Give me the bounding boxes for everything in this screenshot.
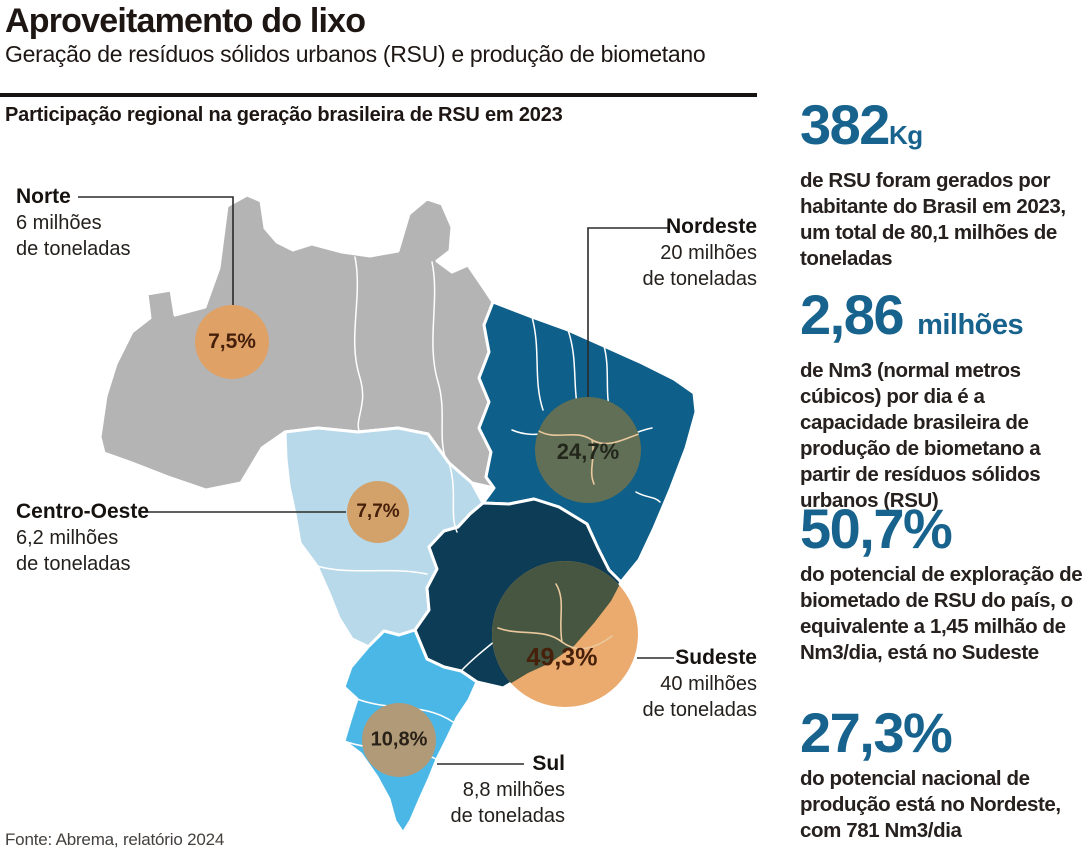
fact-value: 382 [800,93,890,156]
divider-rule [0,93,757,97]
bubble-sudeste-label: 49,3% [526,643,598,672]
bubble-nordeste-label: 24,7% [556,439,620,464]
callout-norte: Norte 6 milhões de toneladas [16,184,131,262]
callout-sul-value: 8,8 milhões [462,779,565,801]
callout-sudeste-unit: de toneladas [642,699,757,721]
callout-nordeste-unit: de toneladas [642,268,757,290]
map-section-title: Participação regional na geração brasile… [5,104,563,126]
callout-norte-name: Norte [16,185,71,208]
page-subtitle: Geração de resíduos sólidos urbanos (RSU… [5,41,706,67]
callout-sudeste-value: 40 milhões [660,673,757,695]
callout-sudeste: Sudeste 40 milhões de toneladas [580,645,757,723]
state-borders-on-bubbles [497,429,641,650]
bubble-sul [362,703,436,777]
bubble-sul-label: 10,8% [370,728,428,751]
page-title: Aproveitamento do lixo [5,2,366,40]
fact-value: 2,86 [800,283,905,346]
bubble-nordeste [535,397,641,503]
fact-nordeste-potential: 27,3% do potencial nacional de produção … [800,705,1092,844]
callout-sudeste-name: Sudeste [675,646,757,669]
fact-rsu-per-capita: 382Kg de RSU foram gerados por habitante… [800,97,1092,272]
fact-biomethane-capacity-number: 2,86 milhões [800,287,1092,352]
leader-line-nordeste [587,227,670,397]
fact-sudeste-potential-text: do potencial de exploração de biometado … [800,563,1083,664]
bubble-sudeste-overlays [492,561,638,688]
callout-sul-unit: de toneladas [450,805,565,827]
fact-rsu-per-capita-text: de RSU foram gerados por habitante do Br… [800,169,1066,270]
fact-biomethane-capacity-text: de Nm3 (normal metros cúbicos) por dia é… [800,359,1041,512]
callout-sul-name: Sul [532,752,565,775]
callout-centro-oeste-value: 6,2 milhões [16,527,119,549]
bubble-centro-oeste [347,481,409,543]
callout-nordeste-value: 20 milhões [660,242,757,264]
source-note: Fonte: Abrema, relatório 2024 [5,830,225,849]
callout-norte-value: 6 milhões [16,212,102,234]
fact-unit: milhões [917,309,1024,341]
callout-centro-oeste-unit: de toneladas [16,553,131,575]
fact-biomethane-capacity: 2,86 milhões de Nm3 (normal metros cúbic… [800,287,1092,514]
callout-centro-oeste-name: Centro-Oeste [16,500,150,523]
leader-lines [78,196,674,765]
callout-sul: Sul 8,8 milhões de toneladas [400,751,565,829]
callout-centro-oeste: Centro-Oeste 6,2 milhões de toneladas [16,499,149,577]
fact-nordeste-potential-number: 27,3% [800,705,1092,761]
bubble-norte-label: 7,5% [208,330,256,353]
callout-nordeste: Nordeste 20 milhões de toneladas [560,214,757,292]
fact-nordeste-potential-text: do potencial nacional de produção está n… [800,767,1061,842]
fact-value: 50,7% [800,497,953,560]
fact-unit: Kg [888,120,923,150]
bubble-norte [195,305,269,379]
callout-norte-unit: de toneladas [16,238,131,260]
bubble-centro-oeste-label: 7,7% [356,501,400,522]
fact-sudeste-potential: 50,7% do potencial de exploração de biom… [800,501,1092,666]
fact-value: 27,3% [800,701,953,764]
fact-sudeste-potential-number: 50,7% [800,501,1092,557]
fact-rsu-per-capita-number: 382Kg [800,97,1092,162]
leader-line-norte [78,196,234,305]
callout-nordeste-name: Nordeste [665,215,757,238]
